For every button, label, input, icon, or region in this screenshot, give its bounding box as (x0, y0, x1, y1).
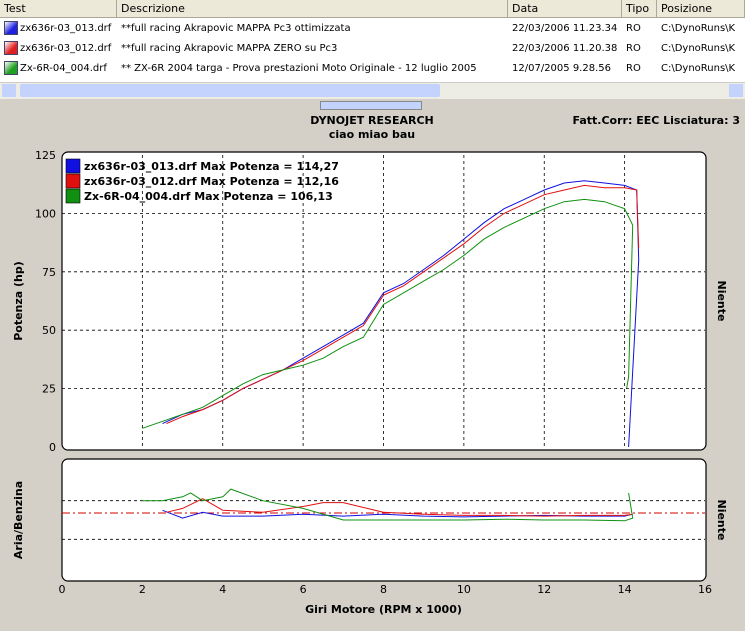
file-table: Test Descrizione Data Tipo Posizione zx636r-0… (0, 0, 745, 98)
cell: zx636r-03_013.drf (20, 23, 112, 34)
y-axis-label: Potenza (hp) (12, 261, 25, 341)
column-header: Descrizione (117, 0, 508, 18)
cell: RO (626, 63, 641, 74)
x-tick-label: 10 (457, 583, 471, 596)
y-right-label: Niente (715, 281, 728, 322)
scroll-thumb[interactable] (20, 84, 440, 97)
y-axis-label: Aria/Benzina (12, 481, 25, 559)
x-axis-label: Giri Motore (RPM x 1000) (305, 603, 462, 616)
panel (61, 151, 707, 451)
scrollbar[interactable] (0, 82, 745, 99)
cell: ** ZX-6R 2004 targa - Prova prestazioni … (121, 63, 477, 74)
y-right-label: Niente (715, 500, 728, 541)
legend-entry: zx636r-03_012.drf Max Potenza = 112,16 (84, 175, 339, 188)
column-header: Tipo (622, 0, 657, 18)
y-tick-label: 0 (49, 441, 56, 454)
row-icon (4, 41, 18, 55)
chart-subtitle: ciao miao bau (329, 128, 415, 141)
y-tick-label: 100 (35, 207, 56, 220)
cell: 22/03/2006 11.23.34 (512, 23, 618, 34)
x-tick-label: 4 (219, 583, 226, 596)
cell: **full racing Akrapovic MAPPA ZERO su Pc… (121, 43, 338, 54)
x-tick-label: 8 (380, 583, 387, 596)
row-icon (4, 61, 18, 75)
cell: C:\DynoRuns\K (661, 63, 736, 74)
y-tick-label: 75 (42, 266, 56, 279)
chart-title: DYNOJET RESEARCH (310, 114, 433, 127)
annotation: Fatt.Corr: EEC Lisciatura: 3 (573, 114, 741, 127)
cell: zx636r-03_012.drf (20, 43, 112, 54)
cell: **full racing Akrapovic MAPPA Pc3 ottimi… (121, 23, 351, 34)
cell: 12/07/2005 9.28.56 (512, 63, 611, 74)
cell: Zx-6R-04_004.drf (20, 63, 107, 74)
legend-swatch (65, 173, 81, 189)
cell: 22/03/2006 11.20.38 (512, 43, 618, 54)
column-header: Posizione (657, 0, 745, 18)
legend-entry: Zx-6R-04_004.drf Max Potenza = 106,13 (84, 190, 333, 203)
y-tick-label: 25 (42, 383, 56, 396)
cell: RO (626, 23, 641, 34)
splitter[interactable] (320, 101, 422, 110)
cell: C:\DynoRuns\K (661, 23, 736, 34)
x-tick-label: 6 (300, 583, 307, 596)
x-tick-label: 16 (698, 583, 712, 596)
series-line (142, 198, 634, 429)
scroll-left[interactable] (2, 84, 16, 97)
cell: C:\DynoRuns\K (661, 43, 736, 54)
legend-swatch (65, 188, 81, 204)
series-line (142, 488, 634, 522)
y-tick-label: 125 (35, 149, 56, 162)
x-tick-label: 0 (59, 583, 66, 596)
legend-entry: zx636r-03_013.drf Max Potenza = 114,27 (84, 160, 339, 173)
scroll-right[interactable] (729, 84, 743, 97)
column-header: Data (508, 0, 622, 18)
row-icon (4, 21, 18, 35)
series-line (166, 184, 640, 425)
column-header: Test (0, 0, 117, 18)
series-line (166, 498, 633, 517)
cell: RO (626, 43, 641, 54)
x-tick-label: 14 (618, 583, 632, 596)
y-tick-label: 50 (42, 324, 56, 337)
x-tick-label: 12 (537, 583, 551, 596)
legend-swatch (65, 158, 81, 174)
x-tick-label: 2 (139, 583, 146, 596)
